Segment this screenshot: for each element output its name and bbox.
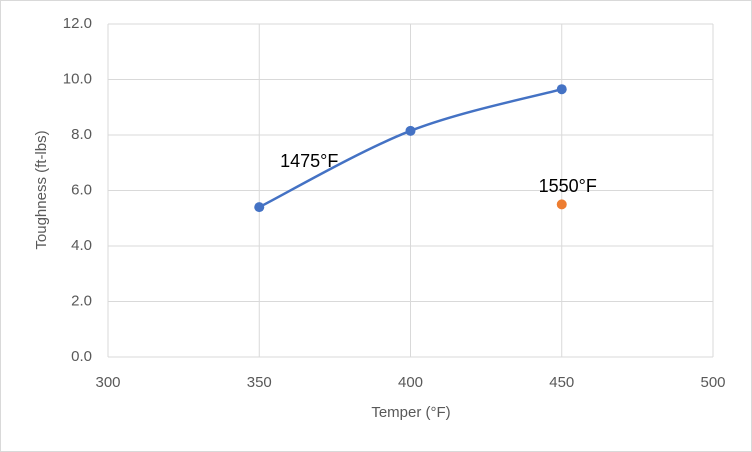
data-point	[405, 125, 416, 136]
y-tick-label: 10.0	[63, 70, 92, 87]
x-tick-label: 450	[549, 374, 574, 391]
y-tick-label: 2.0	[71, 292, 92, 309]
y-tick-label: 12.0	[63, 15, 92, 32]
x-tick-label: 350	[247, 374, 272, 391]
x-tick-label: 500	[700, 374, 725, 391]
x-tick-label: 400	[398, 374, 423, 391]
data-point	[556, 84, 567, 95]
x-axis-title: Temper (°F)	[371, 404, 450, 421]
y-axis-title: Toughness (ft-lbs)	[33, 130, 50, 249]
x-tick-label: 300	[95, 374, 120, 391]
data-point	[556, 199, 567, 210]
y-tick-label: 0.0	[71, 348, 92, 365]
data-point	[254, 202, 265, 213]
y-tick-label: 6.0	[71, 181, 92, 198]
y-tick-label: 4.0	[71, 237, 92, 254]
y-tick-label: 8.0	[71, 126, 92, 143]
series-label: 1550°F	[539, 176, 597, 196]
series-label: 1475°F	[280, 151, 338, 171]
